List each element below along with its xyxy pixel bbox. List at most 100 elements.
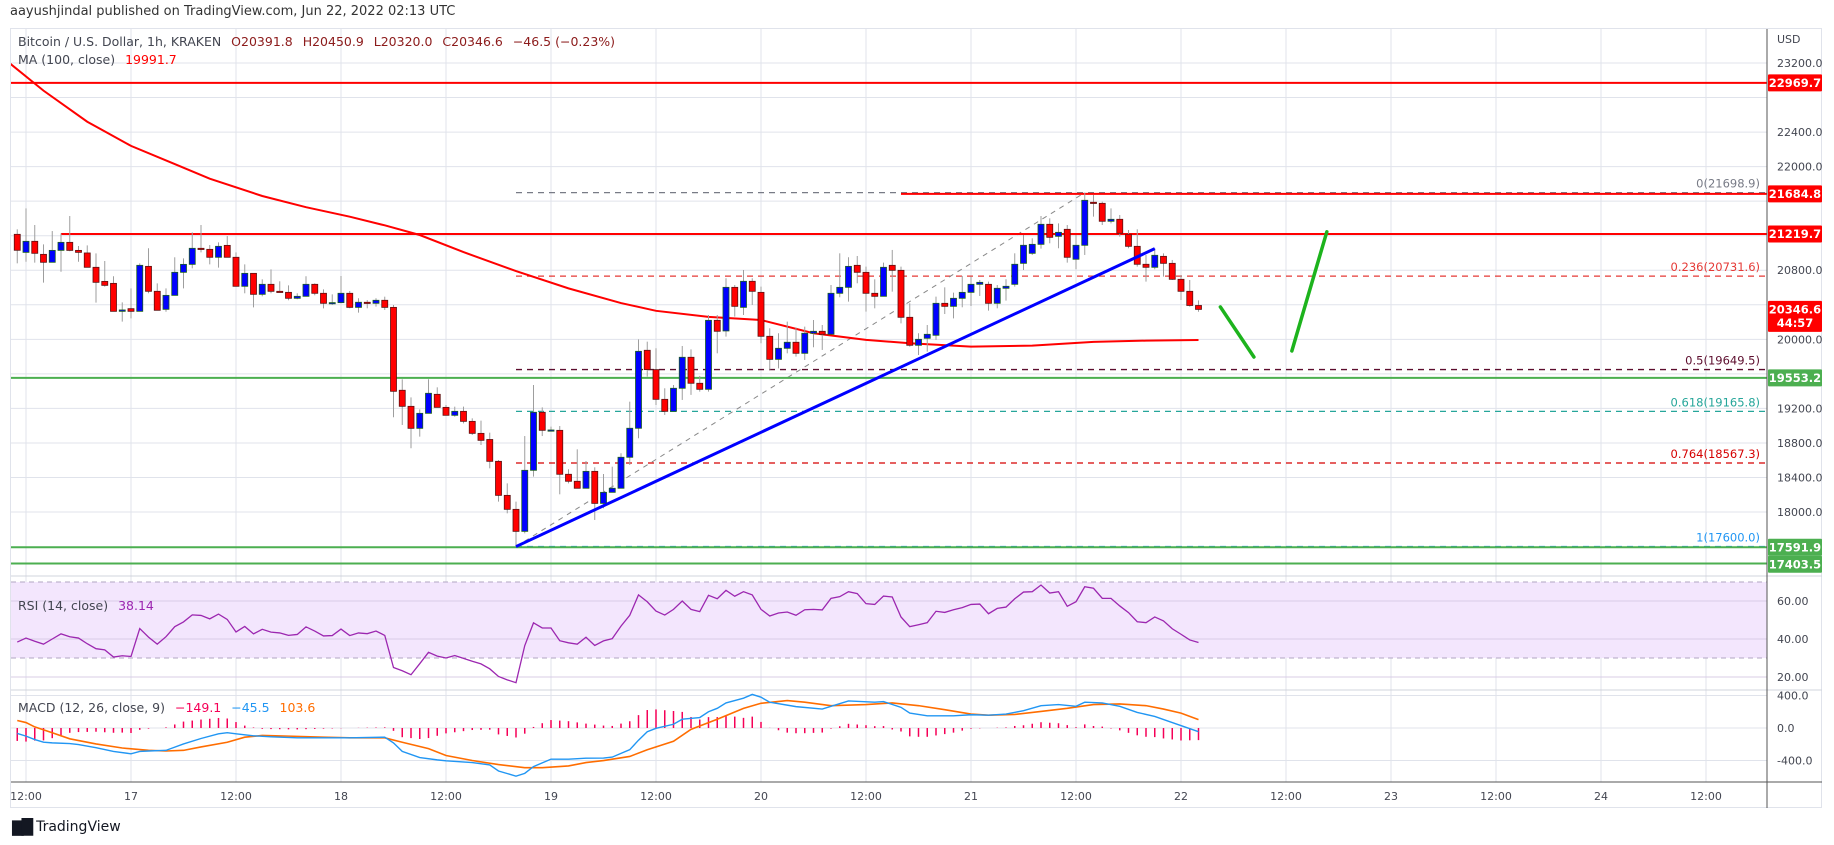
price-level-badge: 17591.9	[1769, 540, 1821, 554]
candle-body-down	[888, 264, 896, 271]
candle-body-up	[967, 283, 975, 293]
last-price-badge: 20346.6	[1769, 302, 1821, 316]
time-axis-label: 20	[754, 790, 768, 803]
candle-body-down	[1063, 228, 1071, 258]
fib-level-label: 0.764(18567.3)	[1671, 447, 1760, 461]
candle-body-down	[92, 266, 100, 283]
candle-body-up	[162, 294, 170, 310]
candle-body-down	[442, 406, 450, 416]
candle	[22, 208, 30, 262]
last-price-badge-bg	[1768, 300, 1822, 332]
price-axis-label: 18800.0	[1777, 437, 1823, 450]
tradingview-branding[interactable]: ▇█ TradingView	[12, 818, 121, 836]
candle-body-down	[398, 389, 406, 407]
macd-histogram-value: −149.1	[174, 700, 222, 715]
candle	[1125, 230, 1132, 249]
candle	[486, 432, 494, 469]
candle	[232, 252, 240, 287]
time-axis-label: 24	[1594, 790, 1608, 803]
candle	[66, 216, 74, 252]
candle-body-up	[1107, 218, 1115, 222]
candle-body-down	[792, 341, 800, 354]
macd-axis-label: 0.0	[1777, 722, 1795, 735]
candle	[976, 279, 984, 296]
macd-label: MACD (12, 26, close, 9)	[18, 700, 165, 715]
candle-body-up	[783, 341, 791, 349]
candle-body-down	[512, 508, 520, 532]
candle	[608, 466, 616, 493]
price-level-badge: 17403.5	[1769, 557, 1821, 571]
candle	[670, 384, 677, 412]
fib-level-label: 0.236(20731.6)	[1671, 260, 1760, 274]
candle-body-down	[897, 269, 905, 318]
price-axis-label: 22000.0	[1777, 161, 1823, 174]
macd-legend[interactable]: MACD (12, 26, close, 9) −149.1 −45.5 103…	[18, 700, 321, 715]
candle	[792, 327, 800, 357]
candle-body-down	[652, 369, 660, 400]
candle	[1186, 279, 1194, 307]
candle-body-up	[171, 271, 179, 296]
candle-body-down	[101, 280, 109, 286]
candle-body-down	[407, 405, 415, 429]
candle-body-up	[180, 263, 187, 273]
candle-body-up	[530, 411, 537, 471]
candle	[1020, 235, 1027, 270]
candle	[1168, 259, 1176, 280]
candle-body-up	[22, 240, 30, 253]
candle	[573, 449, 581, 489]
projection-arrow	[1218, 305, 1256, 359]
candle	[180, 258, 187, 289]
candle-body-down	[276, 290, 284, 293]
candle	[696, 375, 704, 392]
candle-body-down	[818, 330, 826, 335]
price-level-badge-bg	[1768, 185, 1822, 203]
candle-body-down	[1125, 233, 1132, 247]
grid	[11, 29, 1822, 782]
symbol-legend[interactable]: Bitcoin / U.S. Dollar, 1h, KRAKEN O20391…	[18, 34, 621, 49]
rsi-axis-label: 20.00	[1777, 671, 1809, 684]
rsi-legend[interactable]: RSI (14, close) 38.14	[18, 598, 160, 613]
candle	[503, 483, 511, 514]
macd-axis-label: 400.0	[1777, 689, 1809, 702]
candle	[880, 262, 887, 297]
candle	[433, 387, 441, 408]
price-axis-label: 20000.0	[1777, 333, 1823, 346]
candle-body-down	[468, 420, 476, 434]
candle-body-down	[766, 335, 774, 360]
candle	[906, 303, 914, 347]
candle-body-down	[1046, 223, 1054, 238]
candle	[565, 469, 572, 484]
candle	[197, 224, 205, 253]
fib-level-label: 0(21698.9)	[1696, 177, 1760, 191]
candle-body-up	[293, 295, 301, 299]
candle	[1063, 224, 1071, 263]
candle	[748, 278, 756, 305]
candle	[967, 276, 975, 306]
ma-legend[interactable]: MA (100, close) 19991.7	[18, 52, 183, 67]
candle	[783, 321, 791, 354]
candle	[92, 253, 100, 303]
candle-body-down	[1160, 255, 1167, 264]
candle-body-down	[110, 282, 117, 312]
candle-body-up	[836, 286, 844, 294]
candle-body-down	[153, 290, 161, 311]
candle	[600, 474, 607, 509]
candle	[13, 229, 21, 264]
candle-body-down	[1177, 278, 1185, 292]
candle	[311, 283, 319, 296]
price-level-badge-bg	[1768, 555, 1822, 573]
candle-body-down	[460, 410, 467, 422]
candle	[110, 276, 117, 312]
rsi-band-fill	[11, 582, 1767, 658]
candle	[626, 401, 634, 465]
candle-body-up	[950, 297, 957, 307]
candle-body-up	[827, 292, 835, 335]
candle-body-up	[1028, 243, 1036, 254]
price-level-badge: 22969.7	[1769, 76, 1821, 90]
candle	[250, 272, 257, 308]
rsi-axis-label: 40.00	[1777, 633, 1809, 646]
candle	[118, 302, 126, 322]
candle-body-up	[118, 309, 126, 312]
candle-body-down	[1116, 218, 1124, 234]
